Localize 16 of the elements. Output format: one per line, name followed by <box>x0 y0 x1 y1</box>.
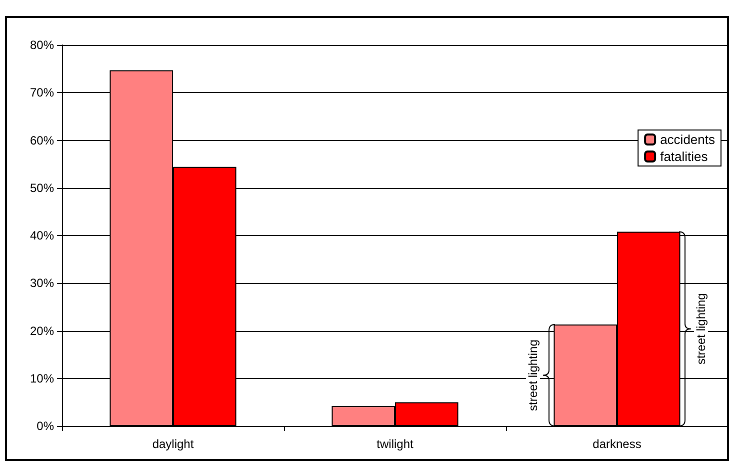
x-tick-label: twilight <box>376 437 414 451</box>
legend-label: accidents <box>660 132 716 147</box>
y-tick-label: 70% <box>30 86 54 100</box>
y-tick-label: 20% <box>30 324 54 338</box>
y-tick-label: 50% <box>30 180 54 195</box>
y-tick-label: 10% <box>30 371 54 386</box>
y-tick-label: 60% <box>30 133 54 148</box>
annotation: street lighting <box>526 340 540 411</box>
legend-label: fatalities <box>660 149 708 164</box>
x-tick-label: daylight <box>152 437 194 451</box>
annotation: street lighting <box>694 293 708 365</box>
y-tick-label: 40% <box>30 228 54 242</box>
x-tick-label: darkness <box>592 437 642 451</box>
y-tick-label: 0% <box>36 419 54 433</box>
y-tick-label: 30% <box>30 276 54 290</box>
y-tick-label: 80% <box>30 38 54 52</box>
